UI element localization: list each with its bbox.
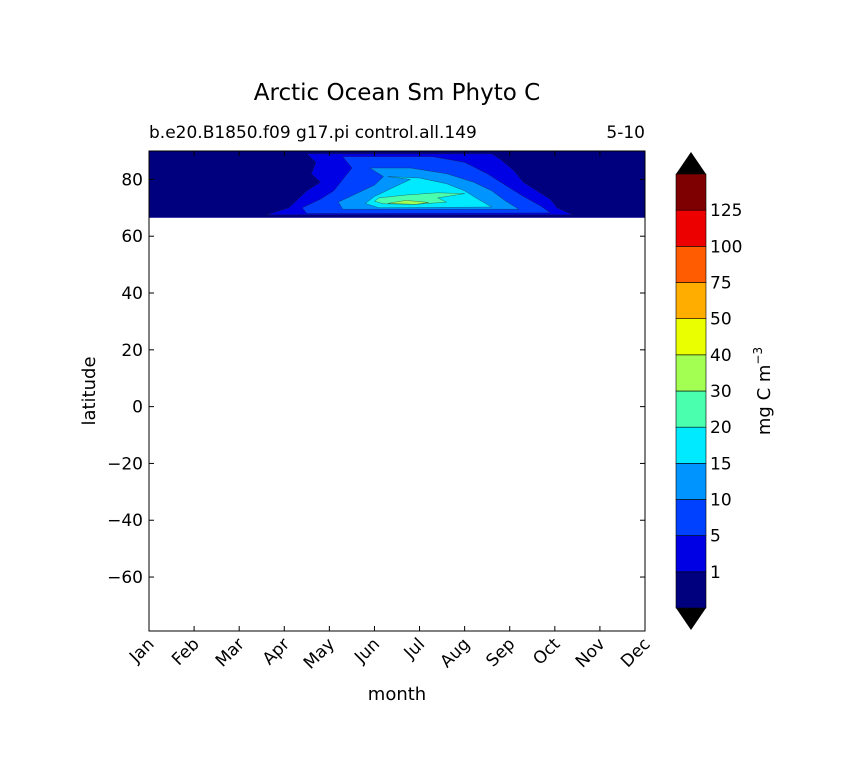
colorbar-extend-max: [676, 152, 706, 174]
colorbar-segment: [675, 426, 707, 464]
y-tick-label: 80: [121, 170, 143, 190]
colorbar-segment: [675, 499, 707, 536]
y-tick-label: 60: [121, 227, 143, 247]
x-tick-label: May: [300, 634, 339, 673]
colorbar-segment: [675, 535, 707, 573]
colorbar-tick-label: 10: [710, 491, 732, 511]
colorbar-segment: [675, 209, 707, 247]
colorbar-label-text: mg C m: [754, 365, 775, 436]
chart-title: Arctic Ocean Sm Phyto C: [254, 80, 540, 106]
colorbar-label-superscript: −3: [751, 347, 765, 365]
colorbar-tick-label: 100: [710, 237, 742, 257]
colorbar-label: mg C m−3: [751, 347, 775, 435]
y-tick-label: −20: [107, 454, 143, 474]
y-axis: 80 60 40 20 0 −20 −40 −60: [107, 170, 645, 588]
chart-subtitle-left: b.e20.B1850.f09 g17.pi control.all.149: [149, 123, 477, 143]
x-tick-label: Mar: [212, 634, 249, 671]
x-tick-label: Jul: [400, 634, 429, 663]
x-tick-label: Nov: [572, 634, 610, 672]
colorbar-segment: [675, 318, 707, 356]
x-axis: Jan Feb Mar Apr May Jun Jul Aug Sep Oct Nov Dec: [125, 151, 655, 673]
y-tick-label: −40: [107, 511, 143, 531]
colorbar-tick-label: 75: [710, 274, 732, 294]
y-axis-label: latitude: [79, 356, 100, 425]
y-tick-label: 40: [121, 284, 143, 304]
y-tick-label: 0: [132, 398, 143, 418]
x-tick-label: Feb: [168, 634, 203, 669]
colorbar-segment: [675, 571, 707, 609]
y-tick-label: −60: [107, 568, 143, 588]
x-tick-label: Aug: [437, 634, 475, 672]
x-tick-label: Dec: [617, 634, 654, 671]
colorbar-segment: [675, 390, 707, 428]
colorbar-extend-min: [676, 608, 706, 630]
colorbar-segment: [675, 173, 707, 211]
chart-subtitle-right: 5-10: [606, 123, 645, 143]
colorbar-tick-label: 15: [710, 454, 732, 474]
colorbar-tick-label: 40: [710, 346, 732, 366]
colorbar-tick-label: 20: [710, 418, 732, 438]
colorbar-segment: [675, 246, 707, 283]
x-tick-label: Jan: [125, 634, 158, 667]
x-tick-label: Apr: [259, 634, 294, 669]
colorbar-tick-label: 50: [710, 310, 732, 330]
contour-region: [387, 200, 429, 205]
colorbar-tick-label: 125: [710, 201, 742, 221]
y-tick-label: 20: [121, 341, 143, 361]
x-tick-label: Oct: [529, 634, 564, 669]
heatmap-area: [149, 151, 645, 218]
colorbar-tick-label: 1: [710, 563, 721, 583]
colorbar-segment: [675, 354, 707, 392]
x-tick-label: Sep: [482, 634, 519, 671]
colorbar-tick-label: 5: [710, 527, 721, 547]
x-tick-label: Jun: [350, 634, 384, 668]
contour-region: [373, 192, 465, 205]
colorbar-segment: [675, 463, 707, 500]
colorbar-segment: [675, 282, 707, 319]
x-axis-label: month: [368, 684, 426, 705]
plot-frame: [148, 150, 646, 632]
colorbar-tick-label: 30: [710, 382, 732, 402]
